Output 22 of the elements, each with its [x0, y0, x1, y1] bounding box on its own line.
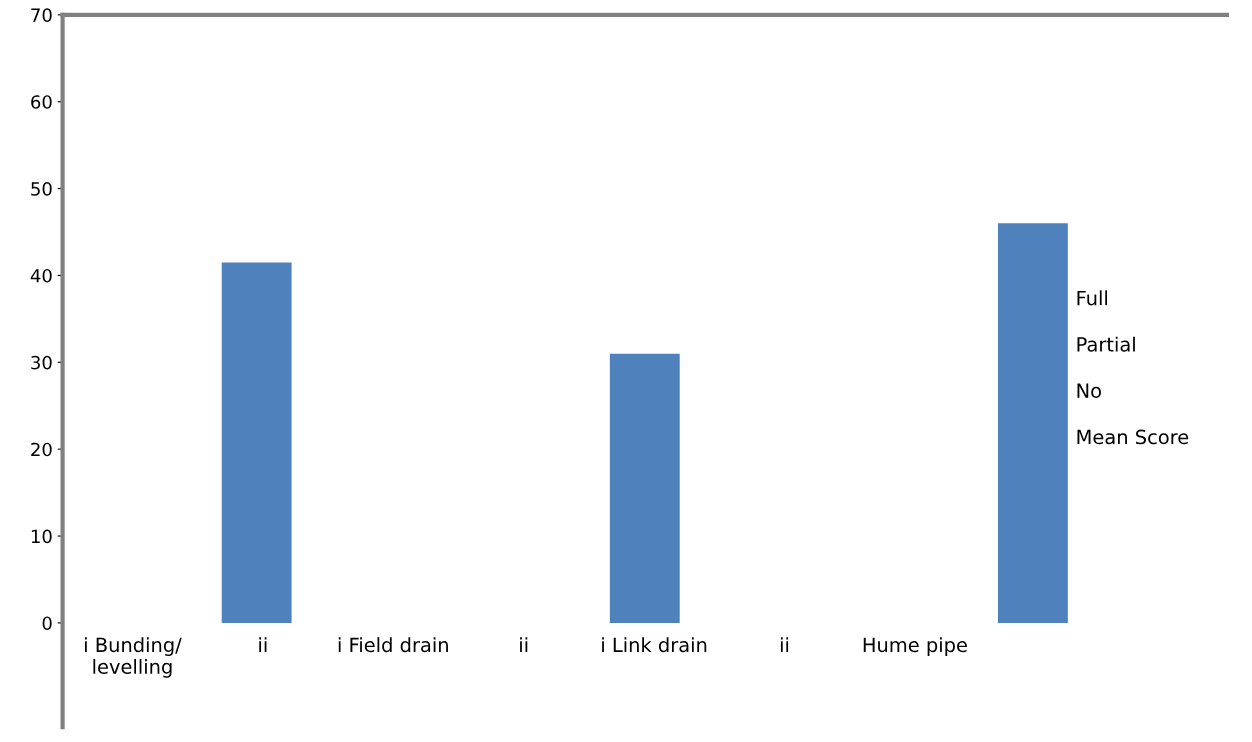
annotation: i Bunding/ levelling: [85, 637, 182, 678]
bar: [997, 223, 1068, 623]
y-tick-label: 30: [31, 355, 52, 370]
bar: [609, 353, 680, 623]
annotation: Mean Score: [1077, 429, 1189, 445]
y-tick-label: 50: [31, 182, 52, 196]
annotation: ii: [259, 637, 267, 652]
annotation: ii: [780, 637, 789, 652]
y-tick-label: 20: [31, 442, 52, 457]
annotation: ii: [520, 637, 528, 652]
y-tick-label: 40: [30, 268, 52, 283]
y-tick-label: 10: [31, 529, 52, 544]
y-tick-label: 70: [31, 8, 52, 22]
y-tick-label: 60: [31, 95, 52, 109]
annotation: No: [1077, 383, 1101, 399]
annotation: i Link drain: [602, 637, 707, 653]
y-tick-label: 0: [42, 616, 52, 631]
annotation: Hume pipe: [863, 637, 967, 656]
bar: [221, 262, 292, 623]
annotation: i Field drain: [338, 637, 448, 653]
annotation: Partial: [1077, 336, 1135, 352]
annotation: Full: [1077, 290, 1108, 306]
